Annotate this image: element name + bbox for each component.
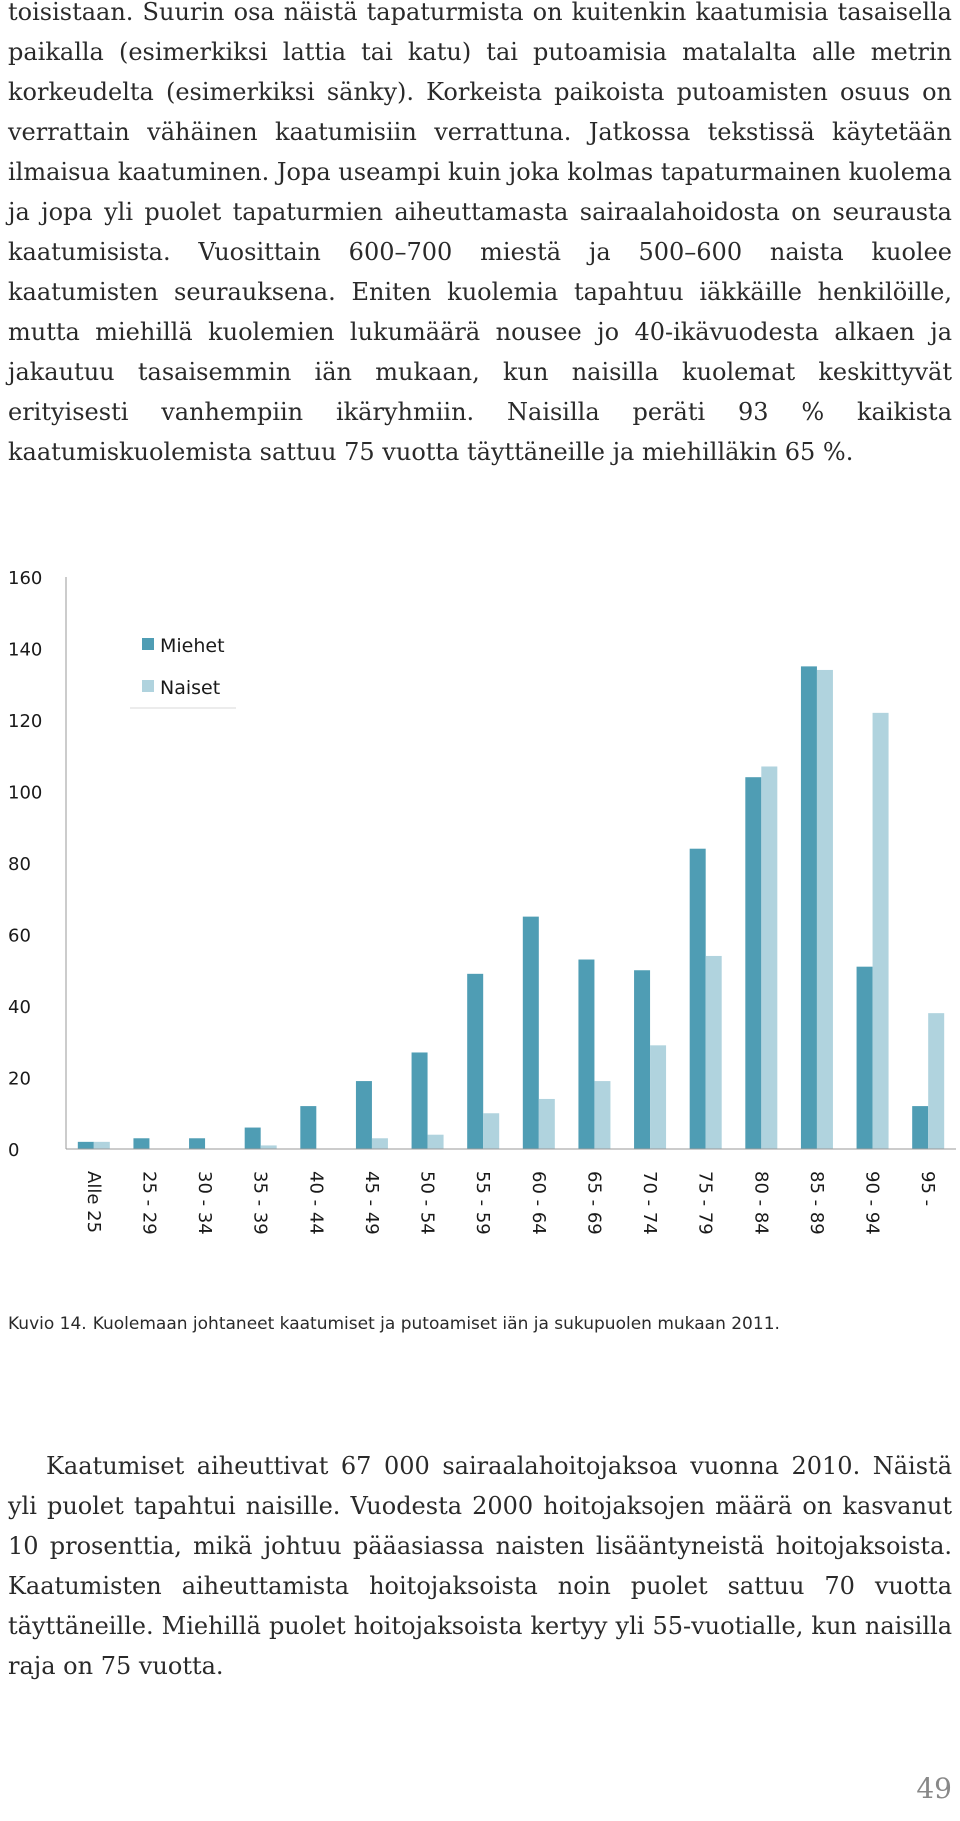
x-tick-label: 30 - 34 [194, 1171, 215, 1235]
bar-miehet-10 [634, 970, 651, 1149]
bar-miehet-4 [300, 1106, 317, 1149]
x-tick-label: 95 - [917, 1171, 938, 1206]
bar-naiset-7 [483, 1113, 500, 1149]
bar-naiset-5 [371, 1138, 388, 1149]
caption-label: Kuvio 14. [8, 1314, 87, 1334]
caption-text: Kuolemaan johtaneet kaatumiset ja putoam… [92, 1314, 780, 1334]
bar-miehet-12 [745, 777, 762, 1149]
x-tick-label: 65 - 69 [583, 1171, 604, 1235]
x-tick-label: 70 - 74 [639, 1171, 660, 1235]
y-tick-label: 60 [8, 926, 31, 947]
body-paragraph-top: toisistaan. Suurin osa näistä tapaturmis… [8, 0, 952, 466]
bar-naiset-8 [538, 1098, 555, 1149]
y-tick-label: 20 [8, 1069, 31, 1090]
bar-miehet-3 [244, 1127, 261, 1149]
bar-naiset-0 [93, 1141, 110, 1149]
bar-miehet-6 [411, 1052, 428, 1149]
x-tick-label: 75 - 79 [695, 1171, 716, 1235]
bar-naiset-10 [650, 1045, 667, 1149]
y-tick-label: 120 [8, 711, 42, 732]
bar-miehet-0 [77, 1141, 94, 1149]
bar-naiset-14 [872, 712, 889, 1149]
legend-label-miehet: Miehet [160, 635, 225, 657]
bar-naiset-12 [761, 766, 778, 1149]
bar-miehet-8 [522, 916, 539, 1149]
y-tick-label: 140 [8, 640, 42, 661]
x-tick-label: 35 - 39 [250, 1171, 271, 1235]
bar-miehet-13 [800, 666, 817, 1149]
bar-miehet-1 [133, 1138, 150, 1149]
bar-naiset-11 [705, 955, 722, 1149]
y-tick-label: 160 [8, 568, 42, 589]
bar-miehet-15 [912, 1106, 929, 1149]
legend-swatch-miehet [142, 638, 154, 650]
x-tick-label: 40 - 44 [305, 1171, 326, 1235]
x-tick-label: 60 - 64 [528, 1171, 549, 1235]
x-tick-label: 50 - 54 [417, 1171, 438, 1235]
figure-caption: Kuvio 14. Kuolemaan johtaneet kaatumiset … [8, 1314, 952, 1334]
bar-naiset-6 [427, 1134, 444, 1149]
bar-chart: 0 20 40 60 80 100 120 140 160 Alle 25 25 - 29 30 - … [8, 568, 956, 1235]
bar-miehet-5 [355, 1081, 372, 1149]
y-tick-label: 80 [8, 854, 31, 875]
x-tick-label: 25 - 29 [138, 1171, 159, 1235]
x-tick-label: 45 - 49 [361, 1171, 382, 1235]
body-paragraph-bottom: Kaatumiset aiheuttivat 67 000 sairaalaho… [8, 1452, 952, 1680]
page-number: 49 [916, 1772, 952, 1805]
bar-miehet-14 [856, 966, 873, 1149]
y-tick-label: 40 [8, 997, 31, 1018]
bar-miehet-9 [578, 959, 595, 1149]
bar-miehet-11 [689, 848, 706, 1149]
x-tick-label: Alle 25 [83, 1171, 104, 1233]
x-tick-label: 90 - 94 [862, 1171, 883, 1235]
legend-swatch-naiset [142, 680, 154, 692]
x-tick-label: 55 - 59 [472, 1171, 493, 1235]
bar-miehet-2 [189, 1138, 206, 1149]
y-tick-label: 100 [8, 783, 42, 804]
legend-label-naiset: Naiset [160, 677, 220, 699]
x-tick-label: 80 - 84 [750, 1171, 771, 1235]
y-tick-label: 0 [8, 1140, 19, 1161]
bar-naiset-13 [816, 669, 833, 1149]
bar-naiset-15 [928, 1013, 945, 1149]
bar-naiset-9 [594, 1081, 611, 1149]
x-tick-label: 85 - 89 [806, 1171, 827, 1235]
bar-miehet-7 [467, 973, 484, 1149]
bar-naiset-3 [260, 1145, 277, 1149]
